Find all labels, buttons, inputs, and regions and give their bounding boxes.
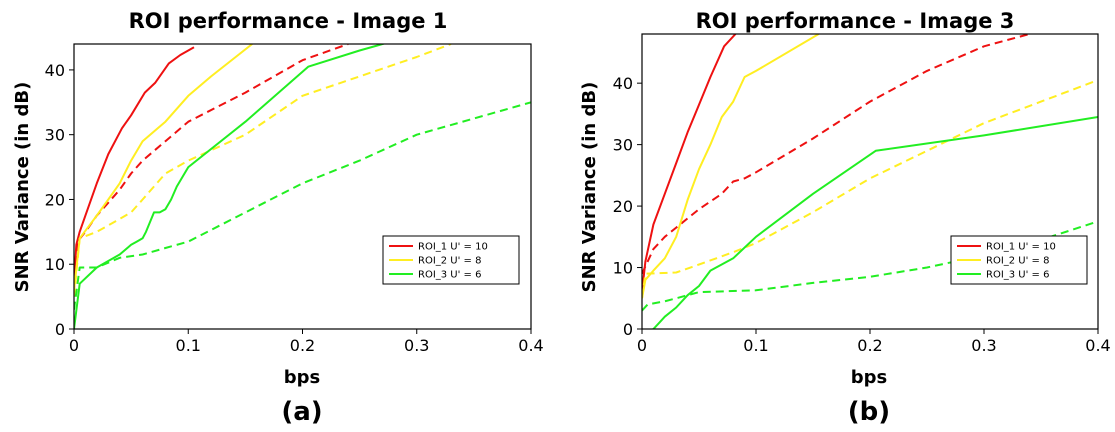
- chart-b-xtick-label: 0.3: [971, 336, 996, 355]
- chart-a-xlabel: bps: [284, 367, 320, 388]
- chart-b-ytick-label: 30: [613, 136, 633, 155]
- chart-b-legend: ROI_1 U' = 10 ROI_2 U' = 8 ROI_3 U' = 6: [950, 235, 1088, 285]
- chart-a-legend: ROI_1 U' = 10 ROI_2 U' = 8 ROI_3 U' = 6: [382, 235, 520, 285]
- chart-b-xtick-label: 0.2: [857, 336, 882, 355]
- chart-a-svg: ROI performance - Image 1 0 0.1 0.2 0.3 0.40…: [12, 9, 544, 427]
- chart-a-legend-label: ROI_1 U' = 10: [418, 242, 488, 253]
- chart-a-series-line-1-solid: [74, 46, 195, 284]
- chart-a-series-line-3-solid: [74, 44, 253, 291]
- chart-b-xtick-label: 0.4: [1085, 336, 1110, 355]
- chart-a-series-line-5-solid: [74, 44, 387, 329]
- chart-a-xtick-label: 0.2: [290, 336, 315, 355]
- chart-panel-a: ROI performance - Image 1 0 0.1 0.2 0.3 0.4 0…: [0, 0, 557, 428]
- chart-b-xlabel: bps: [851, 367, 887, 388]
- chart-a-frame: [73, 43, 532, 330]
- chart-a-series-line-4-dashed: [74, 44, 452, 297]
- chart-a-ytick-label: 30: [45, 126, 65, 145]
- chart-b-series-line-2-dashed: [642, 34, 1034, 275]
- chart-b-ylabel: SNR Variance (in dB): [579, 82, 600, 293]
- chart-a-series-line-6-dashed: [74, 101, 531, 310]
- chart-b-title: ROI performance - Image 3: [696, 9, 1015, 33]
- chart-b-ytick-label: 0: [623, 320, 633, 339]
- chart-b-series-group: [642, 34, 1098, 329]
- chart-b-panel-label: (b): [848, 397, 890, 427]
- chart-b-ytick-label: 20: [613, 197, 633, 216]
- chart-b-series-line-5-solid: [651, 116, 1098, 329]
- chart-a-plot-area: 0 0.1 0.2 0.3 0.4 0 10 20 30 40 ROI_1 U' = 10 ROI_2…: [45, 43, 544, 355]
- chart-b-series-line-3-solid: [642, 34, 820, 299]
- chart-b-ytick-label: 40: [613, 74, 633, 93]
- chart-b-ytick-label: 10: [613, 259, 633, 278]
- chart-a-legend-label: ROI_3 U' = 6: [418, 270, 481, 281]
- chart-b-series-line-1-solid: [642, 34, 737, 293]
- chart-a-ytick-label: 10: [45, 255, 65, 274]
- chart-a-ytick-label: 0: [55, 320, 65, 339]
- chart-panel-b: ROI performance - Image 3 0 0.1 0.2 0.3 0.4 0…: [557, 0, 1115, 428]
- chart-a-ytick-label: 40: [45, 61, 65, 80]
- chart-a-ytick-label: 20: [45, 190, 65, 209]
- chart-a-xtick-label: 0: [69, 336, 79, 355]
- chart-a-xtick-label: 0.4: [518, 336, 543, 355]
- chart-b-legend-label: ROI_2 U' = 8: [986, 256, 1049, 267]
- chart-a-ylabel: SNR Variance (in dB): [12, 82, 33, 293]
- chart-a-title: ROI performance - Image 1: [129, 9, 448, 33]
- chart-b-plot-area: 0 0.1 0.2 0.3 0.4 0 10 20 30 40 ROI_1 U' = 10 ROI_2…: [613, 33, 1111, 355]
- chart-a-panel-label: (a): [281, 397, 322, 427]
- chart-b-legend-label: ROI_3 U' = 6: [986, 270, 1049, 281]
- chart-a-series-group: [74, 44, 531, 329]
- chart-b-xtick-label: 0.1: [743, 336, 768, 355]
- chart-a-legend-label: ROI_2 U' = 8: [418, 256, 481, 267]
- chart-b-xtick-label: 0: [637, 336, 647, 355]
- chart-a-xtick-label: 0.3: [404, 336, 429, 355]
- chart-a-series-line-2-dashed: [74, 44, 349, 291]
- chart-b-svg: ROI performance - Image 3 0 0.1 0.2 0.3 0.40…: [579, 9, 1111, 427]
- chart-a-xtick-label: 0.1: [176, 336, 201, 355]
- chart-b-legend-label: ROI_1 U' = 10: [986, 242, 1056, 253]
- chart-b-series-line-4-dashed: [642, 79, 1098, 299]
